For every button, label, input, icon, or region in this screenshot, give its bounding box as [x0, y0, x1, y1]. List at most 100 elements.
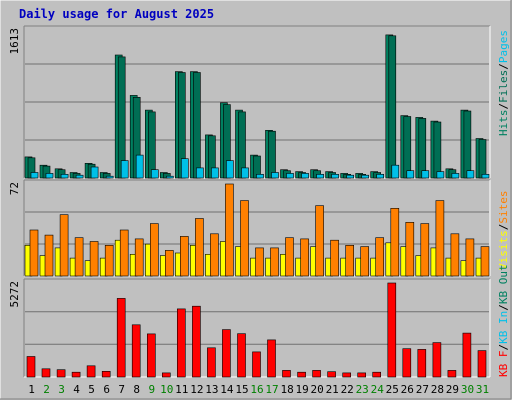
panel-3-legend: KB F/KB In/KB Out	[497, 264, 510, 377]
x-tick-label: 24	[371, 383, 385, 396]
kbytes-bar	[177, 308, 186, 378]
kbytes-bar	[116, 298, 126, 378]
kbytes-bar	[252, 351, 261, 378]
panel-3-max-label: 5272	[8, 281, 21, 308]
pages-bar-body	[181, 158, 189, 179]
sites-bar-body	[240, 200, 249, 277]
sites-bar	[180, 236, 189, 277]
sites-bar-body	[480, 246, 490, 277]
legend-separator: /	[497, 103, 510, 110]
sites-bar	[150, 223, 159, 277]
pages-bar	[316, 174, 324, 179]
kbytes-bar-body	[462, 332, 472, 378]
kbytes-bar	[147, 333, 156, 378]
x-tick-label: 11	[175, 383, 188, 396]
kbytes-bar-body	[297, 371, 306, 378]
sites-bar-body	[165, 250, 174, 277]
files-bar-body	[463, 110, 472, 179]
legend-entry: Sites	[497, 191, 510, 224]
pages-bar-body	[406, 170, 415, 179]
x-tick-label: 28	[431, 383, 444, 396]
files-bar-body	[478, 139, 487, 179]
kbytes-bar-body	[41, 368, 51, 378]
sites-bar-body	[195, 218, 204, 277]
sites-bar	[345, 245, 355, 277]
sites-bar	[165, 250, 174, 277]
files-bar	[433, 121, 442, 179]
pages-bar-body	[241, 167, 249, 179]
kbytes-bar-body	[101, 370, 111, 378]
kbytes-bar	[342, 372, 352, 378]
kbytes-bar	[327, 371, 336, 378]
files-bar	[418, 118, 427, 179]
kbytes-bar-body	[116, 298, 126, 378]
x-tick-label: 5	[88, 383, 95, 396]
kbytes-bar-body	[177, 308, 186, 378]
pages-bar-body	[90, 166, 99, 179]
sites-bar-body	[315, 205, 324, 277]
pages-bar	[436, 171, 445, 179]
x-tick-label: 18	[280, 383, 293, 396]
pages-bar	[331, 174, 339, 179]
pages-bar-body	[421, 170, 430, 179]
sites-bar-body	[225, 183, 234, 277]
x-tick-label: 17	[265, 383, 278, 396]
files-bar-body	[418, 118, 427, 179]
sites-bar-body	[285, 237, 294, 277]
files-bar	[403, 116, 412, 179]
panel-1-legend-text: Hits/Files/Pages	[497, 30, 510, 136]
pages-bar	[196, 167, 204, 179]
x-tick-label: 30	[461, 383, 474, 396]
legend-separator: /	[497, 344, 510, 351]
files-bar-body	[193, 72, 201, 179]
files-bar	[478, 139, 487, 179]
legend-separator: /	[497, 63, 510, 70]
kbytes-bar-body	[86, 365, 96, 378]
kbytes-bar	[56, 369, 66, 378]
pages-bar-body	[346, 174, 355, 179]
sites-bar	[450, 233, 460, 277]
kbytes-bar-body	[252, 351, 261, 378]
kbytes-bar-body	[56, 369, 66, 378]
panel-2-legend-text: Visits/Sites	[497, 191, 510, 271]
files-bar	[193, 72, 201, 179]
kbytes-bar-body	[477, 350, 487, 378]
kbytes-bar-body	[387, 282, 397, 378]
kbytes-bar-body	[147, 333, 156, 378]
files-bar-body	[388, 35, 397, 179]
pages-bar	[30, 172, 39, 179]
pages-bar	[421, 170, 430, 179]
sites-bar-body	[375, 237, 385, 277]
kbytes-bar-body	[282, 370, 291, 378]
files-bar-body	[268, 130, 276, 179]
kbytes-bar-body	[372, 371, 382, 378]
sites-bar-body	[420, 223, 430, 277]
files-bar	[117, 56, 126, 179]
sites-bar-body	[180, 236, 189, 277]
legend-entry: Files	[497, 70, 510, 103]
sites-bar	[270, 247, 279, 277]
pages-bar-body	[376, 174, 385, 179]
x-tick-label: 8	[133, 383, 140, 396]
sites-bar	[390, 208, 400, 277]
sites-bar-body	[255, 247, 264, 277]
pages-bar	[135, 154, 144, 179]
kbytes-bar	[267, 339, 276, 378]
kbytes-bar	[387, 282, 397, 378]
sites-bar	[465, 238, 475, 277]
kbytes-bar-body	[327, 371, 336, 378]
legend-entry: KB F	[497, 351, 510, 378]
kbytes-bar	[417, 349, 427, 378]
kbytes-bar-body	[447, 370, 457, 378]
pages-bar	[271, 172, 279, 179]
kbytes-bar	[71, 371, 81, 378]
panel-2-max-label: 72	[8, 182, 21, 195]
legend-entry: Pages	[497, 30, 510, 63]
kbytes-bar	[462, 332, 472, 378]
x-tick-label: 9	[148, 383, 155, 396]
pages-bar	[90, 166, 99, 179]
x-tick-label: 13	[205, 383, 218, 396]
sites-bar-body	[44, 234, 54, 277]
pages-bar-body	[151, 169, 159, 179]
files-bar	[463, 110, 472, 179]
